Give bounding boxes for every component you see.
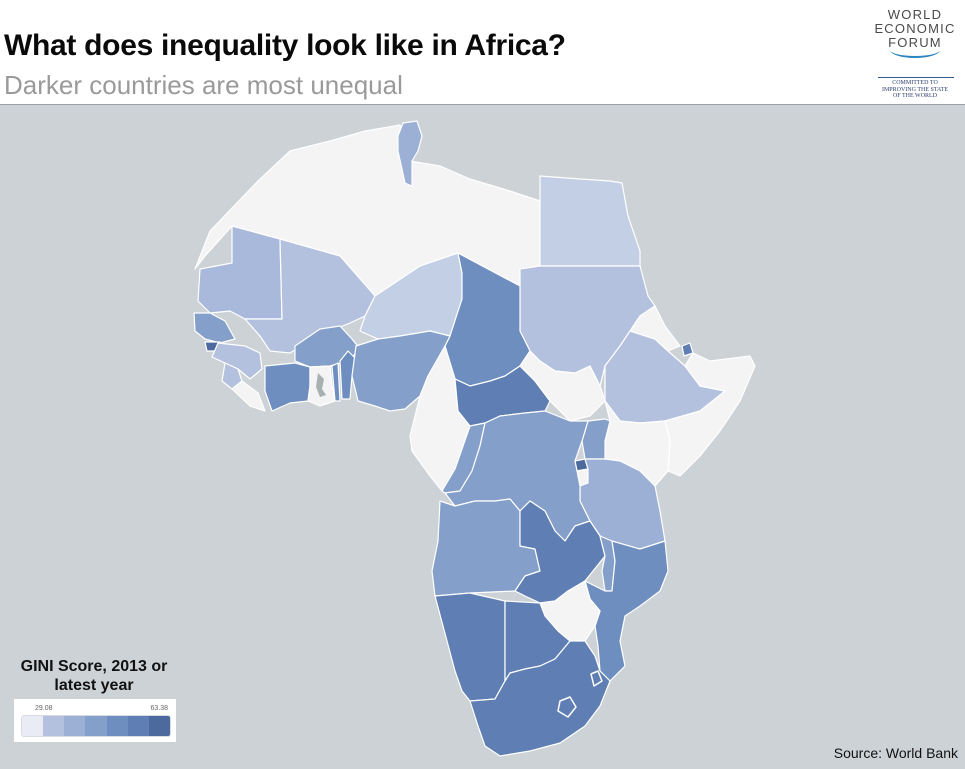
country-uganda (581, 418, 611, 460)
legend-swatch-4 (85, 716, 107, 736)
legend-title: GINI Score, 2013 or latest year (4, 657, 184, 695)
map-area: GINI Score, 2013 or latest year 29.08 63… (0, 104, 965, 769)
logo-line-1: WORLD (887, 7, 943, 22)
country-south-africa (469, 640, 611, 757)
country-namibia (434, 592, 506, 702)
legend-swatch-1 (22, 716, 44, 736)
legend-color-scale (21, 715, 171, 737)
country-senegal (193, 312, 236, 344)
country-eritrea (629, 305, 681, 352)
africa-map (193, 120, 756, 757)
legend-swatch-2 (43, 716, 65, 736)
country-zambia (514, 500, 606, 604)
legend-swatch-6 (127, 716, 149, 736)
logo-arc-icon (890, 42, 940, 58)
logo-tagline-2: IMPROVING THE STATE (881, 86, 949, 93)
logo-line-2: ECONOMIC (874, 21, 956, 36)
country-swaziland (590, 670, 603, 687)
legend-swatch-3 (64, 716, 86, 736)
page-subtitle: Darker countries are most unequal (4, 70, 403, 100)
header: What does inequality look like in Africa… (0, 0, 965, 104)
legend: 29.08 63.38 (14, 699, 176, 742)
legend-title-line-2: latest year (54, 677, 134, 694)
country-cote-divoire (264, 362, 311, 412)
country-lesotho (557, 696, 577, 718)
country-tunisia (397, 120, 423, 187)
logo-tagline-3: OF THE WORLD (892, 93, 938, 99)
country-togo (331, 362, 341, 402)
country-liberia (231, 380, 266, 412)
page-title: What does inequality look like in Africa… (4, 29, 566, 62)
logo-tagline-1: COMMITTED TO (892, 80, 938, 86)
logo-tagline: COMMITTED TO IMPROVING THE STATE OF THE … (872, 80, 958, 100)
legend-max-value: 63.38 (150, 705, 168, 712)
legend-min-value: 29.08 (35, 705, 53, 712)
logo-divider (878, 77, 954, 78)
country-egypt (539, 175, 641, 267)
country-guinea (211, 342, 263, 380)
legend-swatch-5 (106, 716, 128, 736)
country-djibouti (681, 342, 694, 357)
wef-logo: WORLD ECONOMIC FORUM COMMITTED TO IMPROV… (872, 8, 958, 104)
legend-title-line-1: GINI Score, 2013 or (20, 658, 168, 675)
source-credit: Source: World Bank (833, 745, 958, 761)
legend-swatch-7 (148, 716, 170, 736)
country-somalia (664, 352, 756, 477)
ghana-lake-volta (316, 373, 326, 397)
